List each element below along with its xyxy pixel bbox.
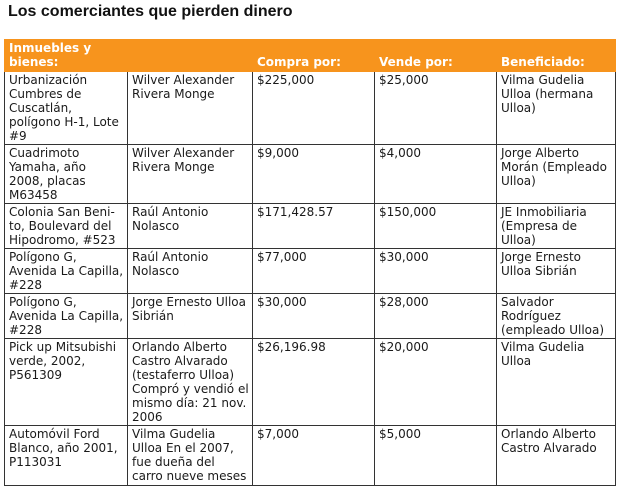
cell-sold: $30,000: [374, 248, 497, 294]
cell-sold: $150,000: [374, 203, 497, 249]
table-row: Urbanización Cumbres de Cuscatlán, políg…: [4, 71, 616, 145]
cell-asset: Cuadrimoto Yamaha, año 2008, placas M634…: [4, 144, 128, 204]
cell-asset: Polígono G, Avenida La Capilla, #228: [4, 293, 128, 339]
cell-bought: $7,000: [252, 425, 375, 486]
cell-sold: $28,000: [374, 293, 497, 339]
merchants-table: Inmuebles y bienes: Compra por: Vende po…: [4, 39, 616, 486]
cell-owner: Raúl Antonio Nolasco: [127, 248, 253, 294]
cell-sold: $4,000: [374, 144, 497, 204]
cell-owner: Vilma Gudelia Ulloa En el 2007, fue dueñ…: [127, 425, 253, 486]
table-row: Automóvil Ford Blanco, año 2001, P113031…: [4, 425, 616, 486]
cell-bought: $77,000: [252, 248, 375, 294]
cell-owner: Jorge Ernesto Ulloa Sibrián: [127, 293, 253, 339]
cell-beneficiary: Orlando Alberto Castro Alvarado: [496, 425, 616, 486]
table-row: Colonia San Beni-to, Boulevard del Hipod…: [4, 203, 616, 249]
header-bought-for: Compra por:: [252, 39, 375, 72]
cell-bought: $225,000: [252, 71, 375, 145]
header-assets: Inmuebles y bienes:: [4, 39, 128, 72]
cell-asset: Pick up Mitsubishi verde, 2002, P561309: [4, 338, 128, 426]
cell-beneficiary: Vilma Gudelia Ulloa: [496, 338, 616, 426]
cell-asset: Polígono G, Avenida La Capilla, #228: [4, 248, 128, 294]
cell-owner: Wilver Alexander Rivera Monge: [127, 71, 253, 145]
cell-asset: Automóvil Ford Blanco, año 2001, P113031: [4, 425, 128, 486]
cell-beneficiary: JE Inmobiliaria (Empresa de Ulloa): [496, 203, 616, 249]
cell-sold: $25,000: [374, 71, 497, 145]
page-title: Los comerciantes que pierden dinero: [8, 3, 293, 20]
cell-beneficiary: Jorge Alberto Morán (Empleado Ulloa): [496, 144, 616, 204]
cell-bought: $30,000: [252, 293, 375, 339]
cell-sold: $5,000: [374, 425, 497, 486]
cell-owner: Wilver Alexander Rivera Monge: [127, 144, 253, 204]
cell-asset: Colonia San Beni-to, Boulevard del Hipod…: [4, 203, 128, 249]
cell-bought: $171,428.57: [252, 203, 375, 249]
table-row: Pick up Mitsubishi verde, 2002, P561309 …: [4, 338, 616, 426]
table-row: Polígono G, Avenida La Capilla, #228 Raú…: [4, 248, 616, 294]
header-owner: [127, 39, 253, 72]
header-beneficiary: Beneficiado:: [496, 39, 616, 72]
table-row: Polígono G, Avenida La Capilla, #228 Jor…: [4, 293, 616, 339]
table-header-row: Inmuebles y bienes: Compra por: Vende po…: [4, 39, 616, 72]
header-sold-for: Vende por:: [374, 39, 497, 72]
cell-sold: $20,000: [374, 338, 497, 426]
cell-owner: Orlando Alberto Castro Alvarado (testafe…: [127, 338, 253, 426]
cell-owner: Raúl Antonio Nolasco: [127, 203, 253, 249]
cell-bought: $9,000: [252, 144, 375, 204]
cell-asset: Urbanización Cumbres de Cuscatlán, políg…: [4, 71, 128, 145]
cell-beneficiary: Salvador Rodríguez (empleado Ulloa): [496, 293, 616, 339]
cell-bought: $26,196.98: [252, 338, 375, 426]
cell-beneficiary: Jorge Ernesto Ulloa Sibrián: [496, 248, 616, 294]
table-row: Cuadrimoto Yamaha, año 2008, placas M634…: [4, 144, 616, 204]
cell-beneficiary: Vilma Gudelia Ulloa (hermana Ulloa): [496, 71, 616, 145]
